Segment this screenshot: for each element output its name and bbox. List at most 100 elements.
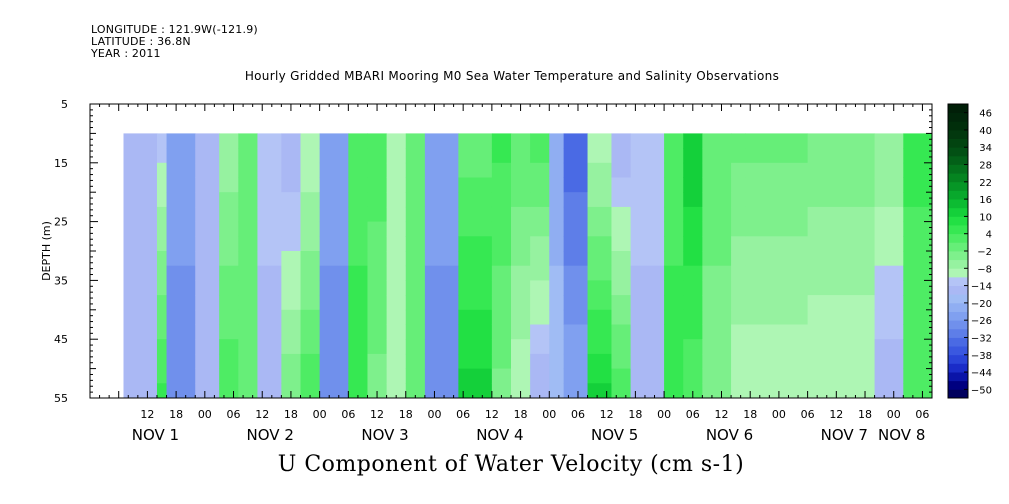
heatmap-cell (683, 148, 703, 164)
heatmap-cell (530, 353, 550, 370)
heatmap-cell (683, 221, 703, 237)
heatmap-cell (319, 236, 349, 252)
heatmap-cell (458, 324, 493, 340)
heatmap-cell (386, 280, 407, 296)
heatmap-cell (257, 353, 282, 370)
heatmap-cell (530, 236, 550, 252)
heatmap-cell (424, 368, 459, 384)
heatmap-cell (405, 295, 426, 311)
heatmap-cell (874, 280, 904, 296)
heatmap-cell (195, 368, 220, 384)
heatmap-cell (281, 280, 301, 296)
heatmap-cell (219, 148, 239, 164)
heatmap-cell (664, 309, 684, 325)
heatmap-cell (156, 192, 168, 208)
heatmap-cell (587, 192, 612, 208)
heatmap-cell (903, 339, 933, 355)
heatmap-cell (319, 339, 349, 355)
heatmap-cell (683, 192, 703, 208)
x-hour-label: 12 (370, 408, 384, 421)
x-hour-label: 18 (514, 408, 528, 421)
heatmap-cell (874, 177, 904, 193)
heatmap-cell (238, 280, 258, 296)
heatmap-cell (257, 280, 282, 296)
heatmap-cell (664, 295, 684, 311)
heatmap-cell (219, 309, 239, 325)
heatmap-cell (367, 280, 388, 296)
heatmap-cell (195, 353, 220, 370)
heatmap-cell (300, 265, 321, 281)
heatmap-cell (702, 162, 732, 178)
heatmap-cell (156, 368, 168, 384)
heatmap-cell (587, 148, 612, 164)
heatmap-cell (530, 148, 550, 164)
heatmap-cell (166, 265, 196, 281)
colorbar-swatch (948, 302, 968, 312)
heatmap-cell (166, 206, 196, 223)
y-axis: 5 15 25 35 45 55 (54, 98, 932, 405)
heatmap-cell (702, 177, 732, 193)
heatmap-cell (731, 148, 746, 164)
heatmap-cell (491, 265, 512, 281)
heatmap-cell (731, 192, 746, 208)
heatmap-cell (219, 324, 239, 340)
x-hour-label: 06 (915, 408, 929, 421)
heatmap-cell (405, 339, 426, 355)
colorbar-swatch (948, 207, 968, 217)
heatmap-cell (424, 265, 459, 281)
heatmap-cell (281, 177, 301, 193)
heatmap-cell (386, 309, 407, 325)
heatmap-cell (530, 295, 550, 311)
x-hour-label: 00 (772, 408, 786, 421)
x-hour-label: 12 (600, 408, 614, 421)
heatmap-cell (219, 295, 239, 311)
heatmap-cell (563, 162, 589, 178)
heatmap-cell (664, 236, 684, 252)
heatmap-cell (386, 236, 407, 252)
heatmap-cell (874, 265, 904, 281)
heatmap-cell (630, 324, 665, 340)
heatmap-cell (807, 236, 876, 252)
heatmap-cell (367, 295, 388, 311)
colorbar-swatch (948, 389, 968, 399)
colorbar-swatch (948, 346, 968, 356)
heatmap-cell (219, 265, 239, 281)
heatmap-cell (630, 236, 665, 252)
heatmap-cell (367, 309, 388, 325)
heatmap-cell (386, 339, 407, 355)
heatmap-cell (219, 133, 239, 149)
heatmap-cell (874, 309, 904, 325)
heatmap-cell (405, 177, 426, 193)
heatmap-cell (300, 353, 321, 370)
heatmap-cell (405, 265, 426, 281)
x-day-label: NOV 7 (821, 426, 868, 444)
colorbar-label: 40 (979, 126, 992, 137)
heatmap-cell (530, 368, 550, 384)
heatmap-cell (807, 177, 876, 193)
heatmap-cell (219, 177, 239, 193)
colorbar-swatch (948, 259, 968, 269)
colorbar-label: −8 (977, 264, 992, 275)
heatmap-cell (281, 265, 301, 281)
heatmap-cell (683, 265, 703, 281)
x-axis: 12 18 00 06 12 18 00 06 12 18 00 06 12 18 00 06 12 18 00 06… (89, 104, 933, 444)
heatmap-cell (807, 265, 876, 281)
heatmap-cell (587, 280, 612, 296)
heatmap-cell (587, 133, 612, 149)
heatmap-cell (156, 162, 168, 178)
heatmap-cell (458, 162, 493, 178)
heatmap-cell (166, 133, 196, 149)
heatmap-cell (458, 192, 493, 208)
heatmap-cell (424, 206, 459, 223)
heatmap-cell (166, 383, 196, 399)
heatmap-cell (300, 162, 321, 178)
heatmap-cell (238, 324, 258, 340)
heatmap-cell (731, 177, 746, 193)
heatmap-cell (238, 192, 258, 208)
heatmap-cell (367, 339, 388, 355)
heatmap-cell (156, 280, 168, 296)
heatmap-cell (745, 221, 809, 237)
heatmap-cell (683, 383, 703, 399)
heatmap-cell (348, 133, 368, 149)
heatmap-cell (281, 324, 301, 340)
